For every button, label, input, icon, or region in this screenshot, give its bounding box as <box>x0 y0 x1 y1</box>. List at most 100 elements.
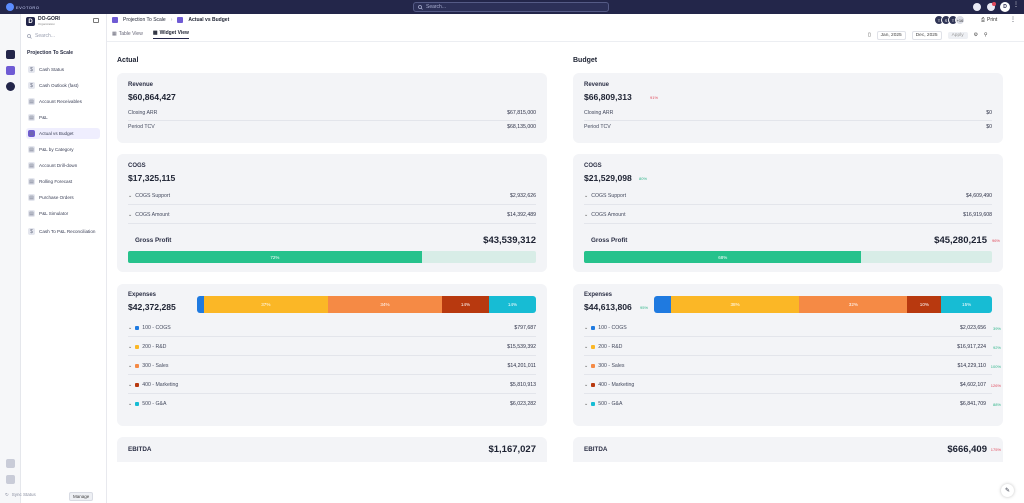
global-search-input[interactable]: Search... <box>413 2 609 12</box>
expense-segment[interactable] <box>197 296 204 313</box>
expenses-total: $44,613,806 <box>584 302 632 312</box>
apply-button[interactable]: Apply <box>947 32 968 39</box>
cogs-support-row[interactable]: ⌄ COGS Support <box>584 193 626 199</box>
nav-item[interactable]: ▤ P&L Simulator <box>26 208 100 219</box>
nav-item[interactable]: ▤ Rolling Forecast <box>26 176 100 187</box>
expense-row[interactable]: ⌄ 400 - Marketing <box>128 382 178 388</box>
logo-icon <box>6 3 14 11</box>
cogs-support-value: $4,609,490 <box>966 193 992 199</box>
expenses-stacked-bar: 37% 34% 14% 14% <box>197 296 536 313</box>
expense-segment[interactable]: 32% <box>799 296 908 313</box>
chat-button[interactable]: ✎ <box>1001 484 1014 497</box>
expense-row-label: 200 - R&D <box>142 344 167 350</box>
notifications-icon[interactable] <box>987 3 995 11</box>
row-divider <box>128 393 536 394</box>
settings-icon[interactable] <box>6 459 15 468</box>
file-icon[interactable]: ▯ <box>868 33 871 38</box>
budget-revenue-card: Revenue $66,809,313 91% Closing ARR $0 Period… <box>573 73 1003 143</box>
nav-item-icon: ▤ <box>28 162 35 169</box>
chevron-down-icon: ⌄ <box>128 344 133 350</box>
row-divider <box>128 336 536 337</box>
logout-icon[interactable] <box>6 475 15 484</box>
expense-row[interactable]: ⌄ 100 - COGS <box>128 325 171 331</box>
nav-item[interactable]: ▤ Account Receivables <box>26 96 100 107</box>
legend-swatch <box>135 326 140 330</box>
expense-row[interactable]: ⌄ 100 - COGS <box>584 325 627 331</box>
expense-row[interactable]: ⌄ 500 - G&A <box>584 401 622 407</box>
budget-cogs-card: COGS $21,529,098 80% ⌄ COGS Support $4,609,49… <box>573 154 1003 272</box>
gross-profit-delta: 96% <box>991 238 1000 243</box>
cogs-total: $17,325,115 <box>128 173 176 183</box>
expense-row[interactable]: ⌄ 300 - Sales <box>128 363 168 369</box>
kebab-menu-icon[interactable]: ⋮ <box>1013 2 1019 8</box>
expense-row-delta: 88% <box>992 402 1001 407</box>
nav-item[interactable]: $ Cash To P&L Reconciliation <box>26 224 100 239</box>
user-avatar[interactable]: D <box>1000 2 1010 12</box>
more-collaborators[interactable]: +16 <box>955 15 965 25</box>
expense-row[interactable]: ⌄ 200 - R&D <box>584 344 622 350</box>
expense-segment[interactable]: 14% <box>489 296 536 313</box>
expense-segment[interactable]: 34% <box>327 296 443 313</box>
cogs-amount-row[interactable]: ⌄ COGS Amount <box>128 212 170 218</box>
expense-row[interactable]: ⌄ 200 - R&D <box>128 344 166 350</box>
manage-button[interactable]: Manage <box>69 492 94 501</box>
expense-row-label: 100 - COGS <box>142 325 171 331</box>
start-date-input[interactable]: Jan, 2025 <box>876 31 906 40</box>
nav-item[interactable]: ▤ Account Drill-down <box>26 160 100 171</box>
end-date-input[interactable]: Dec, 2025 <box>911 31 942 40</box>
row-divider <box>128 355 536 356</box>
expense-segment[interactable]: 38% <box>670 296 800 313</box>
more-options-icon[interactable]: ⋮ <box>1010 17 1016 23</box>
app-logo[interactable]: EVOTORO <box>6 3 39 11</box>
expense-row[interactable]: ⌄ 500 - G&A <box>128 401 166 407</box>
org-switcher[interactable]: D DO-GORI Organization <box>26 17 60 26</box>
print-button[interactable]: ⎙ Print <box>981 17 997 23</box>
expense-row[interactable]: ⌄ 400 - Marketing <box>584 382 634 388</box>
nav-search-input[interactable]: Search... <box>27 33 55 39</box>
collapse-sidebar-icon[interactable] <box>93 18 99 23</box>
expense-row[interactable]: ⌄ 300 - Sales <box>584 363 624 369</box>
budget-title: Budget <box>573 57 598 64</box>
expense-segment[interactable]: 14% <box>442 296 490 313</box>
nav-item[interactable]: ▤ P&L by Category <box>26 144 100 155</box>
nav-item[interactable]: $ Cash Status <box>26 64 100 75</box>
legend-swatch <box>135 383 140 387</box>
cogs-total: $21,529,098 <box>584 173 632 183</box>
expense-segment[interactable] <box>654 296 671 313</box>
expense-row-label: 300 - Sales <box>142 363 169 369</box>
printer-icon: ⎙ <box>981 17 986 23</box>
cogs-support-label: COGS Support <box>591 193 627 199</box>
gross-profit-bar: 72% <box>128 251 536 263</box>
cogs-support-row[interactable]: ⌄ COGS Support <box>128 193 170 199</box>
sync-status[interactable]: ↻ Sync Status <box>5 492 36 498</box>
chevron-down-icon: ⌄ <box>128 193 133 199</box>
nav-item[interactable]: ▤ Purchase Orders <box>26 192 100 203</box>
nav-item[interactable]: $ Cash Outlook (fast) <box>26 80 100 91</box>
expense-segment[interactable]: 37% <box>203 296 328 313</box>
chevron-down-icon: ⌄ <box>584 212 589 218</box>
help-icon[interactable] <box>973 3 981 11</box>
reports-icon[interactable] <box>6 66 15 75</box>
ebitda-value: $666,409 <box>947 444 987 455</box>
dashboard-icon[interactable] <box>6 50 15 59</box>
nav-item-label: Account Drill-down <box>39 163 78 168</box>
settings-sliders-icon[interactable]: ⚙ <box>973 33 978 38</box>
chevron-down-icon: ⌄ <box>128 401 133 407</box>
collaborator-avatars[interactable]: T S T +16 <box>934 15 965 25</box>
expense-row-value: $2,023,656 <box>960 325 986 331</box>
nav-item[interactable]: ▤ Actual vs Budget <box>26 128 100 139</box>
tab-table-view[interactable]: ▦ Table View <box>112 30 143 39</box>
chevron-down-icon: ⌄ <box>584 363 589 369</box>
integrations-icon[interactable] <box>6 82 15 91</box>
nav-item-icon: $ <box>28 66 35 73</box>
expense-segment[interactable]: 10% <box>907 296 942 313</box>
expense-segment[interactable]: 15% <box>941 296 992 313</box>
expense-row-label: 100 - COGS <box>598 325 627 331</box>
nav-item-icon: ▤ <box>28 114 35 121</box>
cogs-amount-row[interactable]: ⌄ COGS Amount <box>584 212 626 218</box>
chevron-down-icon: ⌄ <box>584 382 589 388</box>
location-icon[interactable]: ⚲ <box>983 33 988 38</box>
breadcrumb-root[interactable]: Projection To Scale <box>123 17 166 23</box>
nav-item[interactable]: ▤ P&L <box>26 112 100 123</box>
tab-widget-view[interactable]: ▩ Widget View <box>152 30 189 39</box>
